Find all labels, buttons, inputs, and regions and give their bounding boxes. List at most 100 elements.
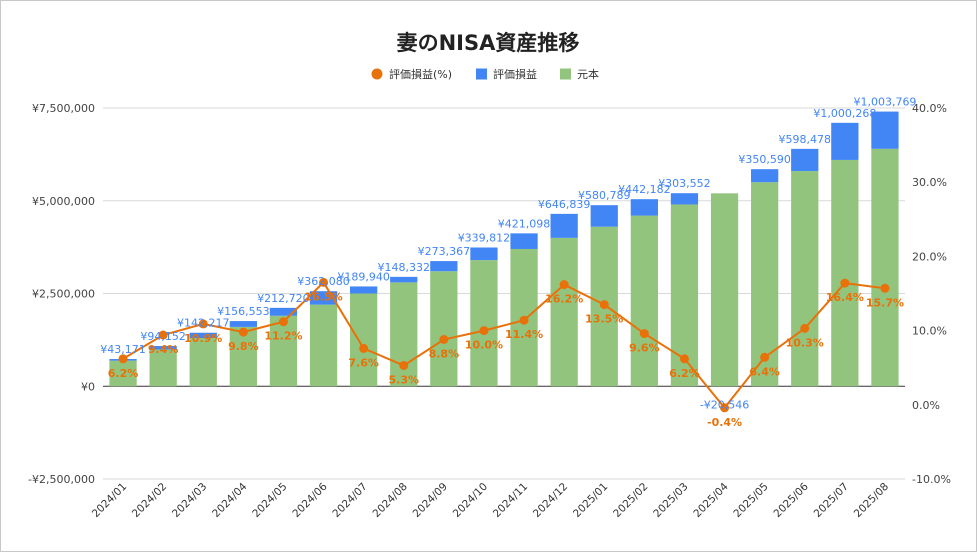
legend-marker bbox=[371, 68, 383, 80]
gain-value-label: ¥43,171 bbox=[100, 343, 146, 356]
percent-value-label: 10.0% bbox=[465, 339, 503, 352]
percent-point bbox=[559, 280, 569, 290]
bar-gain bbox=[630, 199, 658, 216]
legend-label: 評価損益(%) bbox=[389, 67, 452, 81]
bar-principal bbox=[751, 182, 779, 387]
legend-label: 評価損益 bbox=[493, 67, 537, 81]
gain-value-label: ¥189,940 bbox=[337, 270, 390, 283]
percent-point bbox=[720, 403, 730, 413]
x-tick-label: 2024/12 bbox=[531, 481, 570, 520]
y-right-tick-label: 30.0% bbox=[912, 176, 947, 189]
bar-gain bbox=[390, 276, 418, 283]
y-right-tick-label: 0.0% bbox=[912, 399, 940, 412]
bar-principal bbox=[550, 237, 578, 387]
percent-point bbox=[479, 326, 489, 336]
percent-value-label: 9.8% bbox=[228, 340, 259, 353]
x-tick-label: 2025/06 bbox=[772, 480, 812, 520]
gain-value-label: ¥350,590 bbox=[738, 153, 791, 166]
percent-point bbox=[519, 315, 529, 325]
percent-value-label: 9.6% bbox=[629, 342, 660, 355]
gain-value-label: ¥303,552 bbox=[658, 177, 711, 190]
x-tick-label: 2025/08 bbox=[852, 481, 891, 520]
percent-value-label: 9.4% bbox=[148, 343, 179, 356]
percent-value-label: 13.5% bbox=[585, 313, 623, 326]
x-tick-label: 2024/11 bbox=[491, 481, 530, 520]
percent-value-label: 11.2% bbox=[264, 330, 302, 343]
percent-point bbox=[319, 277, 329, 287]
percent-point bbox=[800, 323, 810, 333]
gain-value-label: ¥156,553 bbox=[217, 305, 270, 318]
y-left-tick-label: -¥2,500,000 bbox=[28, 473, 95, 486]
percent-point bbox=[880, 283, 890, 293]
percent-value-label: 7.6% bbox=[348, 356, 379, 369]
bar-principal bbox=[390, 282, 418, 387]
x-tick-label: 2024/03 bbox=[170, 481, 209, 520]
percent-line bbox=[118, 277, 890, 413]
percent-value-label: 16.2% bbox=[545, 293, 583, 306]
percent-value-label: 11.4% bbox=[505, 328, 543, 341]
percent-point bbox=[760, 352, 770, 362]
bar-principal bbox=[710, 193, 739, 387]
bar-gain bbox=[269, 307, 298, 316]
percent-point bbox=[679, 354, 689, 364]
x-tick-label: 2024/04 bbox=[210, 480, 250, 520]
gain-value-label: ¥646,839 bbox=[538, 198, 591, 211]
percent-value-label: 10.3% bbox=[786, 336, 824, 349]
percent-point bbox=[840, 278, 850, 288]
bar-principal bbox=[309, 304, 338, 387]
gain-value-label: ¥421,098 bbox=[498, 217, 551, 230]
gain-value-label: ¥580,789 bbox=[578, 189, 631, 202]
gain-value-label: ¥1,000,268 bbox=[813, 107, 876, 120]
percent-value-label: 16.5% bbox=[304, 290, 342, 303]
x-tick-label: 2025/03 bbox=[651, 481, 690, 520]
x-tick-label: 2024/02 bbox=[130, 481, 169, 520]
y-right-tick-label: 40.0% bbox=[912, 102, 947, 115]
percent-value-label: 15.7% bbox=[866, 296, 904, 309]
bar-principal bbox=[871, 148, 899, 387]
bar-gain bbox=[510, 233, 538, 249]
x-tick-label: 2024/07 bbox=[330, 481, 369, 520]
percent-point bbox=[639, 329, 649, 339]
legend-label: 元本 bbox=[577, 67, 599, 81]
gain-value-label: ¥212,720 bbox=[257, 292, 310, 305]
gain-value-label: ¥362,080 bbox=[297, 275, 350, 288]
y-left-tick-label: ¥0 bbox=[81, 380, 95, 393]
bar-principal bbox=[430, 271, 458, 387]
x-tick-label: 2024/09 bbox=[411, 481, 450, 520]
gain-value-label: ¥339,812 bbox=[458, 232, 511, 245]
bar-principal bbox=[149, 349, 177, 387]
bar-principal bbox=[229, 326, 257, 387]
legend-marker bbox=[560, 68, 571, 80]
percent-point bbox=[198, 319, 208, 329]
bar-principal bbox=[109, 360, 137, 387]
legend-marker bbox=[476, 68, 487, 80]
x-tick-label: 2024/01 bbox=[90, 481, 129, 520]
y-left-tick-label: ¥5,000,000 bbox=[32, 195, 95, 208]
percent-value-label: 5.3% bbox=[388, 373, 419, 386]
bar-principal bbox=[470, 260, 498, 387]
bar-gain bbox=[670, 193, 699, 205]
percent-value-label: 6.2% bbox=[669, 367, 700, 380]
x-tick-label: 2025/05 bbox=[731, 481, 770, 520]
percent-value-label: -0.4% bbox=[707, 416, 742, 429]
percent-value-label: 16.4% bbox=[826, 291, 864, 304]
percent-point bbox=[118, 354, 128, 364]
bar-gain bbox=[470, 247, 498, 261]
percent-point bbox=[599, 300, 609, 310]
y-left-tick-label: ¥2,500,000 bbox=[32, 288, 95, 301]
bar-principal bbox=[189, 338, 217, 387]
x-tick-label: 2025/02 bbox=[611, 481, 650, 520]
x-tick-label: 2024/10 bbox=[451, 481, 490, 520]
bar-gain bbox=[189, 332, 217, 339]
percent-value-label: 10.9% bbox=[184, 332, 222, 345]
bar-principal bbox=[791, 171, 819, 387]
y-right-tick-label: 10.0% bbox=[912, 325, 947, 338]
percent-value-label: 6.2% bbox=[108, 367, 139, 380]
percent-point bbox=[439, 335, 449, 345]
data-labels: ¥43,171¥94,152¥142,217¥156,553¥212,720 ¥3… bbox=[100, 96, 916, 429]
bar-principal bbox=[350, 293, 378, 387]
y-right-tick-label: -10.0% bbox=[912, 473, 951, 486]
gain-value-label: ¥94,152 bbox=[140, 330, 186, 343]
x-tick-label: 2024/05 bbox=[250, 481, 289, 520]
